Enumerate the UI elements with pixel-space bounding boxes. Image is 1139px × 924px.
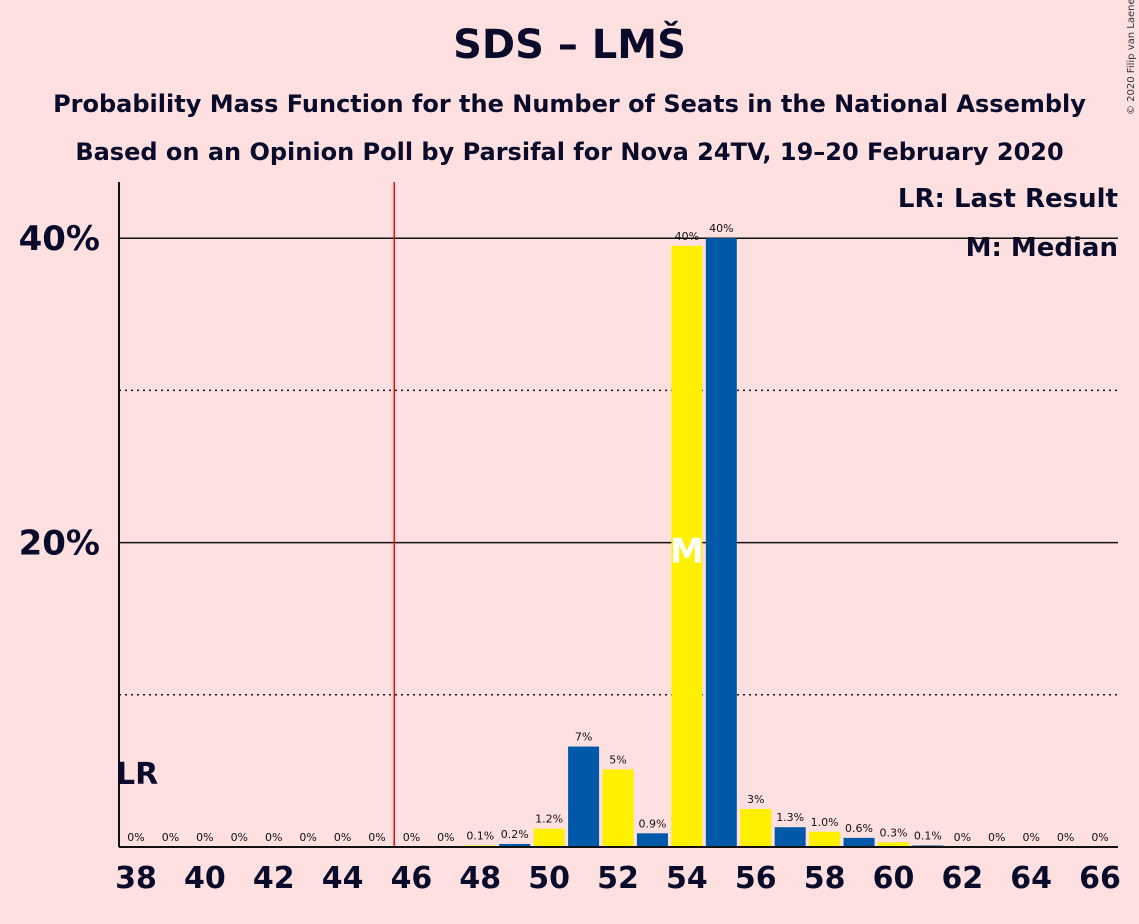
bar-value-label: 5% <box>609 753 626 766</box>
bar-value-label: 0% <box>196 831 213 844</box>
x-tick-label: 62 <box>941 861 983 896</box>
bar-value-label: 0% <box>1091 831 1108 844</box>
bar-seat-56 <box>740 808 772 847</box>
bar-seat-54 <box>671 245 703 847</box>
x-tick-label: 50 <box>528 861 570 896</box>
median-marker: M <box>670 532 704 572</box>
bar-value-label: 0.3% <box>879 826 907 839</box>
bar-value-label: 0.1% <box>914 829 942 842</box>
x-tick-label: 46 <box>391 861 433 896</box>
last-result-marker: LR <box>116 757 158 792</box>
y-tick-label: 20% <box>19 524 100 564</box>
bar-value-label: 0% <box>231 831 248 844</box>
x-tick-label: 52 <box>597 861 639 896</box>
x-tick-label: 56 <box>735 861 777 896</box>
bar-seat-50 <box>533 828 565 847</box>
bar-value-label: 0% <box>437 831 454 844</box>
bar-seat-60 <box>877 842 909 847</box>
bar-seat-59 <box>843 837 875 847</box>
bar-value-label: 0% <box>334 831 351 844</box>
bar-value-label: 0% <box>988 831 1005 844</box>
bar-value-label: 0% <box>162 831 179 844</box>
bar-value-label: 0% <box>1057 831 1074 844</box>
bar-value-label: 0% <box>299 831 316 844</box>
bar-value-label: 7% <box>575 731 592 744</box>
bar-seat-53 <box>636 833 668 847</box>
bar-seat-58 <box>809 831 841 847</box>
x-tick-label: 60 <box>873 861 915 896</box>
bar-seat-52 <box>602 769 634 847</box>
bar-value-label: 1.2% <box>535 813 563 826</box>
bar-seat-49 <box>499 843 531 847</box>
chart-subtitle: Probability Mass Function for the Number… <box>53 90 1086 118</box>
chart-title: SDS – LMŠ <box>453 22 686 68</box>
x-tick-label: 42 <box>253 861 295 896</box>
bar-value-label: 40% <box>709 222 733 235</box>
y-tick-label: 40% <box>19 219 100 259</box>
x-tick-label: 66 <box>1079 861 1121 896</box>
x-tick-label: 48 <box>459 861 501 896</box>
bar-value-label: 1.0% <box>811 816 839 829</box>
bar-value-label: 0% <box>265 831 282 844</box>
bar-seat-57 <box>774 827 806 847</box>
x-tick-label: 44 <box>322 861 364 896</box>
bar-value-label: 40% <box>675 230 699 243</box>
bar-value-label: 3% <box>747 793 764 806</box>
bar-value-label: 0.9% <box>638 817 666 830</box>
bar-value-label: 0% <box>403 831 420 844</box>
x-tick-label: 64 <box>1010 861 1052 896</box>
bar-value-label: 0% <box>954 831 971 844</box>
x-tick-label: 54 <box>666 861 708 896</box>
legend-last-result: LR: Last Result <box>897 184 1118 214</box>
bar-value-label: 1.3% <box>776 811 804 824</box>
bar-value-label: 0.2% <box>501 828 529 841</box>
bar-value-label: 0% <box>1022 831 1039 844</box>
bar-seat-55 <box>705 238 737 847</box>
bar-seat-51 <box>568 746 600 847</box>
bar-value-label: 0% <box>368 831 385 844</box>
bar-value-label: 0.6% <box>845 822 873 835</box>
x-tick-label: 58 <box>804 861 846 896</box>
x-tick-label: 38 <box>115 861 157 896</box>
x-tick-label: 40 <box>184 861 226 896</box>
chart-source: Based on an Opinion Poll by Parsifal for… <box>75 138 1064 166</box>
bar-value-label: 0.1% <box>466 829 494 842</box>
bar-value-label: 0% <box>127 831 144 844</box>
